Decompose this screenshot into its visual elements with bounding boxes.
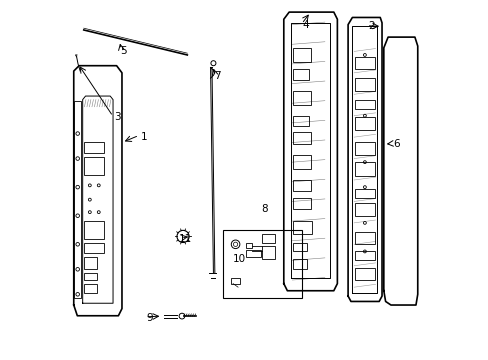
Text: 10: 10 [232, 253, 245, 264]
Text: 8: 8 [260, 203, 267, 213]
Text: 5: 5 [120, 46, 126, 57]
Text: 11: 11 [179, 234, 192, 244]
Text: 1: 1 [140, 132, 147, 142]
Text: 9: 9 [146, 312, 153, 323]
Text: 7: 7 [214, 71, 221, 81]
Text: 3: 3 [114, 112, 121, 122]
Text: 6: 6 [392, 139, 399, 149]
Text: 4: 4 [302, 19, 308, 30]
Text: 2: 2 [367, 21, 374, 31]
